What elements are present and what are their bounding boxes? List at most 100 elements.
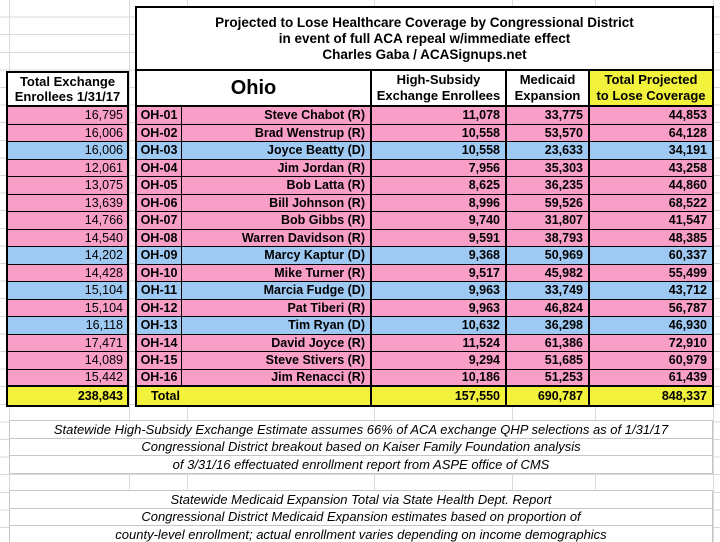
lose-coverage-cell[interactable]: 68,522 (668, 195, 707, 210)
medicaid-cell[interactable]: 33,775 (507, 107, 590, 124)
rep-cell[interactable]: Steve Stivers (R) (182, 352, 372, 369)
exchange-cell[interactable]: 8,996 (372, 194, 507, 211)
rep-cell[interactable]: Marcia Fudge (D) (182, 282, 372, 299)
total-medicaid-sum-cell[interactable]: 690,787 (507, 387, 590, 405)
total-exchange-cell[interactable]: 14,428 (8, 264, 127, 282)
total-exchange-cell[interactable]: 13,639 (8, 194, 127, 212)
medicaid-cell[interactable]: 50,969 (507, 247, 590, 264)
exchange-cell[interactable]: 11,524 (372, 334, 507, 351)
total-exchange-cell[interactable]: 14,540 (8, 229, 127, 247)
total-exchange-cell[interactable]: 14,766 (8, 212, 127, 230)
total-exchange-cell[interactable]: 14,202 (8, 247, 127, 265)
lose-coverage-cell[interactable]: 46,930 (668, 318, 707, 333)
exchange-cell[interactable]: 9,517 (372, 264, 507, 281)
exchange-cell[interactable]: 9,368 (372, 247, 507, 264)
district-cell[interactable]: OH-13 (137, 317, 182, 334)
exchange-cell[interactable]: 7,956 (372, 159, 507, 176)
exchange-cell[interactable]: 8,625 (372, 177, 507, 194)
exchange-cell[interactable]: 10,186 (372, 369, 507, 385)
exchange-cell[interactable]: 10,558 (372, 124, 507, 141)
total-exchange-cell[interactable]: 16,006 (8, 142, 127, 160)
lose-coverage-cell[interactable]: 60,979 (668, 353, 707, 368)
lose-coverage-cell[interactable]: 44,853 (668, 108, 707, 123)
district-cell[interactable]: OH-10 (137, 264, 182, 281)
medicaid-cell[interactable]: 45,982 (507, 264, 590, 281)
district-cell[interactable]: OH-16 (137, 369, 182, 385)
total-exchange-cell[interactable]: 15,104 (8, 282, 127, 300)
district-cell[interactable]: OH-04 (137, 159, 182, 176)
district-cell[interactable]: OH-06 (137, 194, 182, 211)
lose-coverage-cell[interactable]: 55,499 (668, 265, 707, 280)
lose-coverage-cell[interactable]: 72,910 (668, 335, 707, 350)
total-exchange-cell[interactable]: 14,089 (8, 352, 127, 370)
exchange-cell[interactable]: 9,591 (372, 229, 507, 246)
table-title-cell[interactable]: Projected to Lose Healthcare Coverage by… (137, 8, 712, 71)
medicaid-cell[interactable]: 46,824 (507, 299, 590, 316)
rep-cell[interactable]: Jim Jordan (R) (182, 159, 372, 176)
exchange-column-header-cell[interactable]: High-Subsidy Exchange Enrollees (372, 71, 507, 105)
rep-cell[interactable]: Mike Turner (R) (182, 264, 372, 281)
medicaid-cell[interactable]: 51,685 (507, 352, 590, 369)
medicaid-cell[interactable]: 61,386 (507, 334, 590, 351)
exchange-cell[interactable]: 10,632 (372, 317, 507, 334)
rep-cell[interactable]: Steve Chabot (R) (182, 107, 372, 124)
lose-coverage-cell[interactable]: 34,191 (668, 143, 707, 158)
rep-cell[interactable]: Marcy Kaptur (D) (182, 247, 372, 264)
medicaid-cell[interactable]: 31,807 (507, 212, 590, 229)
medicaid-cell[interactable]: 36,298 (507, 317, 590, 334)
rep-cell[interactable]: Jim Renacci (R) (182, 369, 372, 385)
state-header-cell[interactable]: Ohio (137, 71, 372, 105)
rep-cell[interactable]: Tim Ryan (D) (182, 317, 372, 334)
lose-coverage-cell[interactable]: 64,128 (668, 125, 707, 140)
district-cell[interactable]: OH-07 (137, 212, 182, 229)
exchange-cell[interactable]: 9,963 (372, 299, 507, 316)
district-cell[interactable]: OH-08 (137, 229, 182, 246)
exchange-cell[interactable]: 9,294 (372, 352, 507, 369)
district-cell[interactable]: OH-11 (137, 282, 182, 299)
exchange-cell[interactable]: 11,078 (372, 107, 507, 124)
total-exchange-sum-cell[interactable]: 157,550 (372, 387, 507, 405)
lose-coverage-cell[interactable]: 43,712 (668, 283, 707, 298)
medicaid-column-header-cell[interactable]: Medicaid Expansion (507, 71, 590, 105)
rep-cell[interactable]: Joyce Beatty (D) (182, 142, 372, 159)
total-exchange-cell[interactable]: 12,061 (8, 159, 127, 177)
lose-coverage-cell[interactable]: 44,860 (668, 178, 707, 193)
total-lose-coverage-sum-cell[interactable]: 848,337 (590, 387, 712, 405)
rep-cell[interactable]: Bob Gibbs (R) (182, 212, 372, 229)
district-cell[interactable]: OH-15 (137, 352, 182, 369)
total-label-cell[interactable]: Total (137, 387, 372, 405)
district-cell[interactable]: OH-01 (137, 107, 182, 124)
district-cell[interactable]: OH-03 (137, 142, 182, 159)
lose-coverage-cell[interactable]: 41,547 (668, 213, 707, 228)
total-column-header-cell[interactable]: Total Projected to Lose Coverage (590, 71, 712, 105)
rep-cell[interactable]: Warren Davidson (R) (182, 229, 372, 246)
district-cell[interactable]: OH-14 (137, 334, 182, 351)
lose-coverage-cell[interactable]: 61,439 (668, 370, 707, 385)
total-exchange-cell[interactable]: 16,006 (8, 124, 127, 142)
total-exchange-cell[interactable]: 16,118 (8, 317, 127, 335)
district-cell[interactable]: OH-05 (137, 177, 182, 194)
rep-cell[interactable]: Bob Latta (R) (182, 177, 372, 194)
medicaid-cell[interactable]: 38,793 (507, 229, 590, 246)
district-cell[interactable]: OH-09 (137, 247, 182, 264)
rep-cell[interactable]: David Joyce (R) (182, 334, 372, 351)
exchange-cell[interactable]: 9,963 (372, 282, 507, 299)
left-column-total-cell[interactable]: 238,843 (8, 387, 127, 405)
total-exchange-cell[interactable]: 17,471 (8, 334, 127, 352)
district-cell[interactable]: OH-02 (137, 124, 182, 141)
medicaid-cell[interactable]: 53,570 (507, 124, 590, 141)
lose-coverage-cell[interactable]: 56,787 (668, 300, 707, 315)
district-cell[interactable]: OH-12 (137, 299, 182, 316)
left-column-header-cell[interactable]: Total Exchange Enrollees 1/31/17 (8, 73, 127, 107)
rep-cell[interactable]: Pat Tiberi (R) (182, 299, 372, 316)
medicaid-cell[interactable]: 59,526 (507, 194, 590, 211)
medicaid-cell[interactable]: 35,303 (507, 159, 590, 176)
exchange-cell[interactable]: 9,740 (372, 212, 507, 229)
total-exchange-cell[interactable]: 15,442 (8, 369, 127, 387)
lose-coverage-cell[interactable]: 48,385 (668, 230, 707, 245)
rep-cell[interactable]: Bill Johnson (R) (182, 194, 372, 211)
rep-cell[interactable]: Brad Wenstrup (R) (182, 124, 372, 141)
total-exchange-cell[interactable]: 13,075 (8, 177, 127, 195)
medicaid-cell[interactable]: 33,749 (507, 282, 590, 299)
total-exchange-cell[interactable]: 16,795 (8, 107, 127, 125)
